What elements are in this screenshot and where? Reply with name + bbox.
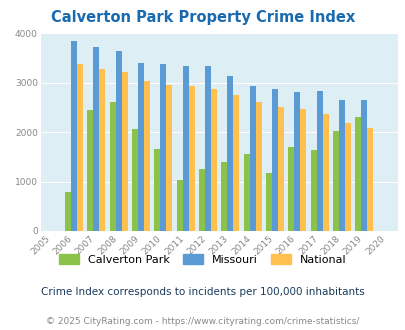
Bar bbox=[77, 64, 83, 231]
Bar bbox=[221, 162, 227, 231]
Bar bbox=[205, 66, 211, 231]
Bar bbox=[243, 154, 249, 231]
Bar bbox=[249, 86, 255, 231]
Text: © 2025 CityRating.com - https://www.cityrating.com/crime-statistics/: © 2025 CityRating.com - https://www.city… bbox=[46, 317, 359, 326]
Bar bbox=[99, 69, 105, 231]
Bar bbox=[332, 131, 338, 231]
Bar bbox=[154, 149, 160, 231]
Bar bbox=[354, 117, 360, 231]
Bar bbox=[144, 81, 150, 231]
Bar bbox=[227, 76, 233, 231]
Bar bbox=[300, 109, 306, 231]
Bar bbox=[310, 150, 316, 231]
Bar bbox=[115, 51, 122, 231]
Text: Crime Index corresponds to incidents per 100,000 inhabitants: Crime Index corresponds to incidents per… bbox=[41, 287, 364, 297]
Text: Calverton Park Property Crime Index: Calverton Park Property Crime Index bbox=[51, 10, 354, 25]
Bar bbox=[109, 102, 115, 231]
Bar bbox=[166, 85, 172, 231]
Bar bbox=[87, 110, 93, 231]
Bar bbox=[211, 89, 217, 231]
Bar bbox=[316, 91, 322, 231]
Bar bbox=[93, 47, 99, 231]
Bar bbox=[138, 63, 144, 231]
Bar bbox=[71, 42, 77, 231]
Bar bbox=[367, 128, 373, 231]
Bar bbox=[233, 95, 239, 231]
Bar bbox=[288, 147, 294, 231]
Bar bbox=[160, 64, 166, 231]
Bar bbox=[271, 89, 277, 231]
Bar bbox=[265, 173, 271, 231]
Bar bbox=[322, 114, 328, 231]
Bar bbox=[360, 100, 367, 231]
Bar bbox=[65, 192, 71, 231]
Bar bbox=[277, 107, 284, 231]
Bar bbox=[294, 92, 300, 231]
Bar bbox=[198, 169, 205, 231]
Bar bbox=[176, 180, 182, 231]
Bar bbox=[338, 100, 344, 231]
Bar bbox=[255, 102, 261, 231]
Bar bbox=[182, 66, 188, 231]
Bar bbox=[344, 123, 350, 231]
Bar bbox=[122, 72, 128, 231]
Bar bbox=[188, 86, 194, 231]
Legend: Calverton Park, Missouri, National: Calverton Park, Missouri, National bbox=[55, 250, 350, 269]
Bar bbox=[132, 129, 138, 231]
